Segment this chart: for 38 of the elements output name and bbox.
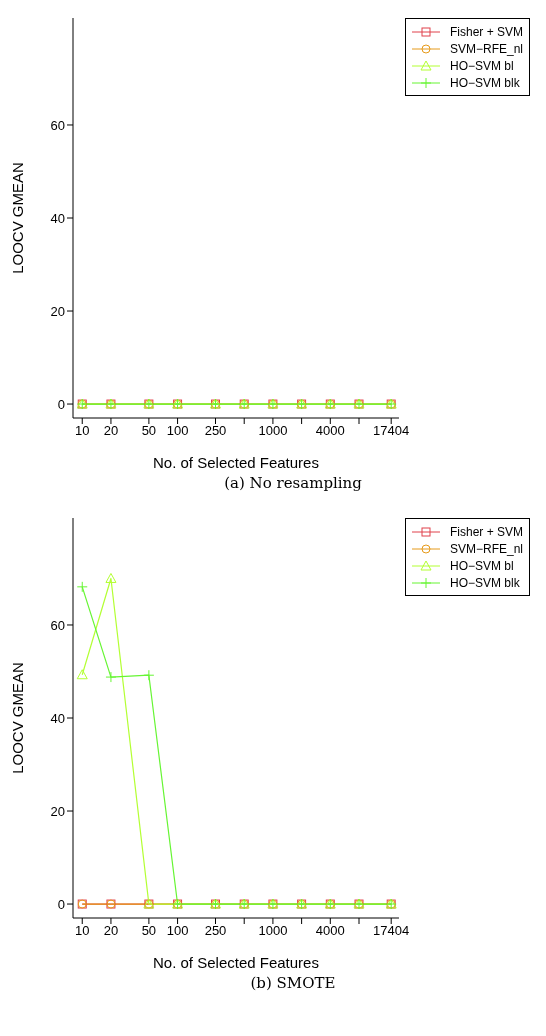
x-tick-label: 50 (141, 923, 157, 939)
legend-label: Fisher + SVM (449, 524, 523, 539)
y-tick-label: 20 (50, 803, 65, 819)
x-tick-label: 250 (204, 923, 227, 939)
y-tick-label: 40 (50, 710, 65, 726)
x-tick-label: 4000 (315, 423, 345, 439)
x-tick-label: 50 (141, 423, 157, 439)
legend-label: Fisher + SVM (449, 24, 523, 39)
text: (a) No resampling (223, 474, 363, 492)
y-tick-label: 40 (50, 210, 65, 226)
x-axis-title: No. of Selected Features (153, 954, 319, 971)
y-tick-label: 60 (50, 117, 65, 133)
x-tick-label: 250 (204, 423, 227, 439)
legend-label: HO−SVM blk (449, 575, 520, 590)
legend-label: HO−SVM bl (449, 58, 514, 73)
legend-label: SVM−RFE_nl (449, 41, 523, 56)
x-tick-label: 10 (75, 423, 90, 439)
x-tick-label: 1000 (258, 923, 288, 939)
x-tick-label: 10 (75, 923, 90, 939)
x-tick-label: 100 (166, 423, 189, 439)
x-tick-label: 1000 (258, 423, 288, 439)
x-tick-label: 4000 (315, 923, 345, 939)
y-axis-title: LOOCV GMEAN (9, 662, 27, 774)
x-tick-label: 17404 (373, 923, 410, 939)
y-tick-label: 60 (50, 617, 65, 633)
y-tick-label: 0 (57, 396, 65, 412)
y-tick-label: 20 (50, 303, 65, 319)
x-tick-label: 17404 (373, 423, 410, 439)
x-tick-label: 20 (103, 923, 119, 939)
text: (b) SMOTE (249, 974, 337, 992)
x-tick-label: 20 (103, 423, 119, 439)
y-axis-title: LOOCV GMEAN (9, 162, 27, 274)
x-axis-title: No. of Selected Features (153, 454, 319, 471)
x-tick-label: 100 (166, 923, 189, 939)
y-tick-label: 0 (57, 896, 65, 912)
legend-label: HO−SVM blk (449, 75, 520, 90)
legend-label: SVM−RFE_nl (449, 541, 523, 556)
legend-label: HO−SVM bl (449, 558, 514, 573)
